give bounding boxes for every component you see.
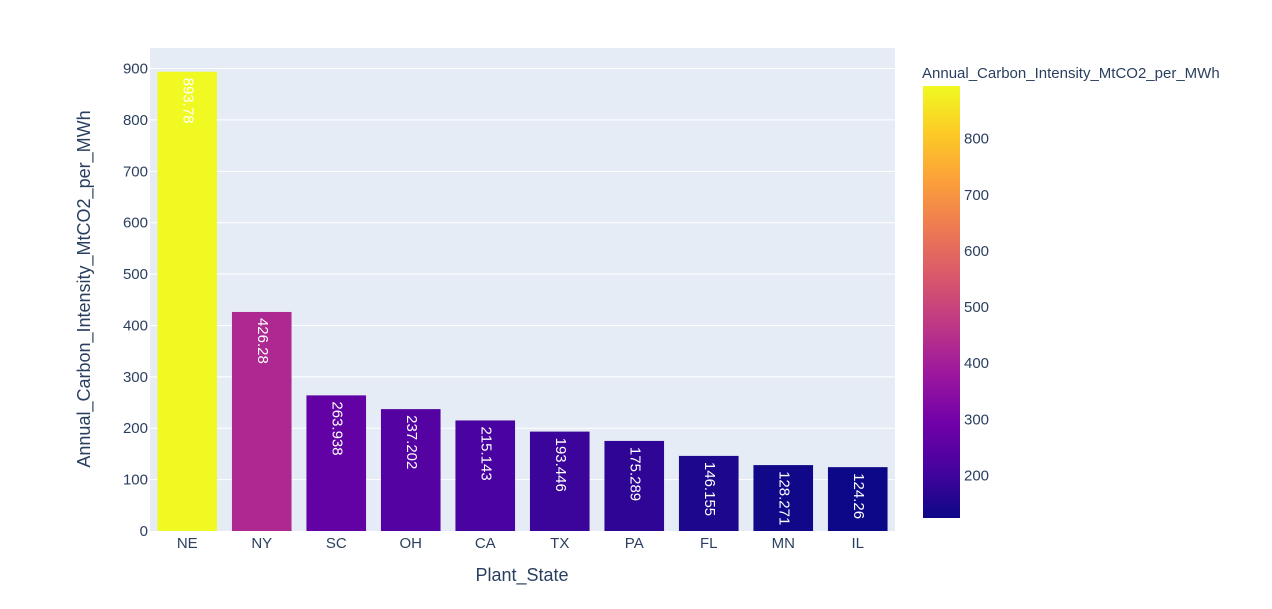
- colorbar-tick-label: 800: [964, 131, 989, 148]
- colorbar-tick-label: 700: [964, 187, 989, 204]
- y-tick-label: 900: [123, 61, 148, 78]
- bar-data-label: 128.271: [775, 471, 792, 525]
- y-axis-title: Annual_Carbon_Intensity_MtCO2_per_MWh: [74, 110, 95, 467]
- y-tick-label: 0: [140, 523, 148, 540]
- bar-ca: [455, 420, 516, 531]
- colorbar-ticks: 200 300 400 500 600 700 800: [964, 131, 989, 485]
- y-axis-ticks: 0 100 200 300 400 500 600 700 800 900: [123, 61, 148, 540]
- y-tick-label: 400: [123, 317, 148, 334]
- x-tick-label: OH: [400, 535, 423, 552]
- bar-data-label: 193.446: [552, 438, 569, 492]
- x-tick-label: FL: [700, 535, 718, 552]
- y-tick-label: 800: [123, 112, 148, 129]
- x-tick-label: NY: [251, 535, 272, 552]
- bar-tx: [529, 431, 590, 531]
- bars: [157, 71, 888, 532]
- x-tick-label: NE: [177, 535, 198, 552]
- bar-il: [827, 467, 888, 531]
- x-tick-label: PA: [625, 535, 644, 552]
- colorbar-tick-label: 500: [964, 299, 989, 316]
- bar-sc: [306, 395, 367, 531]
- bar-labels: 893.78 426.28 263.938 237.202 215.143 193.446…: [179, 78, 867, 526]
- bar-data-label: 175.289: [626, 447, 643, 501]
- colorbar-tick-label: 200: [964, 467, 989, 484]
- bar-data-label: 215.143: [477, 426, 494, 480]
- bar-pa: [604, 440, 665, 531]
- colorbar-tick-label: 300: [964, 411, 989, 428]
- bar-ny: [231, 311, 292, 531]
- x-axis-title: Plant_State: [475, 565, 568, 586]
- y-tick-label: 700: [123, 163, 148, 180]
- bar-data-label: 237.202: [403, 415, 420, 469]
- colorbar-title: Annual_Carbon_Intensity_MtCO2_per_MWh: [922, 65, 1220, 82]
- bar-oh: [380, 409, 441, 531]
- x-tick-label: TX: [550, 535, 569, 552]
- y-tick-label: 200: [123, 420, 148, 437]
- bar-data-label: 893.78: [179, 78, 196, 124]
- bar-data-label: 426.28: [254, 318, 271, 364]
- bar-data-label: 146.155: [701, 462, 718, 516]
- y-tick-label: 600: [123, 215, 148, 232]
- bar-data-label: 124.26: [850, 473, 867, 519]
- x-tick-label: IL: [851, 535, 864, 552]
- colorbar-tick-label: 600: [964, 243, 989, 260]
- x-tick-label: CA: [475, 535, 496, 552]
- bar-data-label: 263.938: [328, 401, 345, 455]
- x-tick-label: SC: [326, 535, 347, 552]
- x-axis-ticks: NE NY SC OH CA TX PA FL MN IL: [177, 535, 864, 552]
- bar-fl: [678, 455, 739, 531]
- colorbar-tick-label: 400: [964, 355, 989, 372]
- x-tick-label: MN: [772, 535, 795, 552]
- y-tick-label: 500: [123, 266, 148, 283]
- bar-mn: [753, 465, 814, 531]
- colorbar: [923, 86, 960, 518]
- bar-ne: [157, 71, 218, 532]
- y-tick-label: 300: [123, 369, 148, 386]
- y-tick-label: 100: [123, 472, 148, 489]
